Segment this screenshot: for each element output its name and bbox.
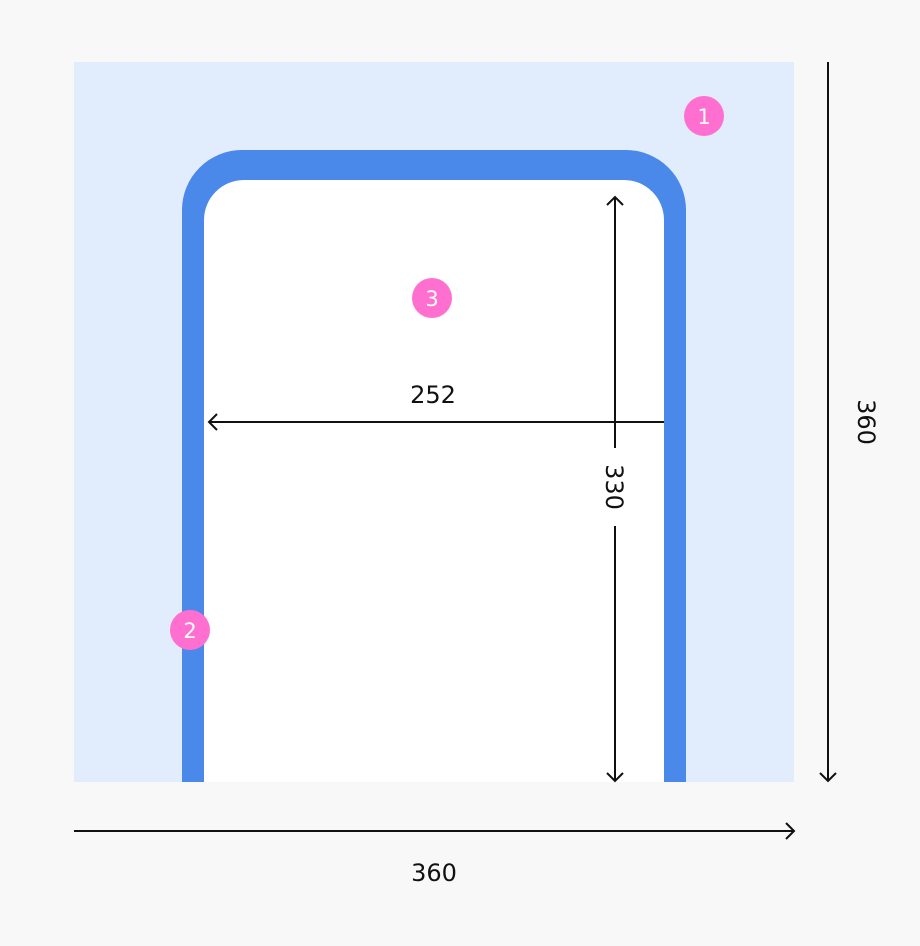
container-width-arrow [74, 822, 796, 840]
container-height-label: 360 [852, 399, 880, 445]
container-height-arrow [819, 62, 837, 783]
screen-width-label: 252 [410, 381, 456, 409]
badge-1: 1 [684, 96, 724, 136]
badge-3: 3 [412, 278, 452, 318]
screen-height-label: 330 [600, 464, 628, 510]
screen-width-arrow [207, 413, 664, 431]
svg-text:1: 1 [697, 105, 710, 129]
svg-text:3: 3 [425, 287, 438, 311]
badge-2: 2 [170, 610, 210, 650]
container-width-label: 360 [411, 859, 457, 887]
screen-height-arrow [606, 195, 624, 783]
svg-text:2: 2 [183, 619, 196, 643]
device-screen [204, 180, 664, 782]
